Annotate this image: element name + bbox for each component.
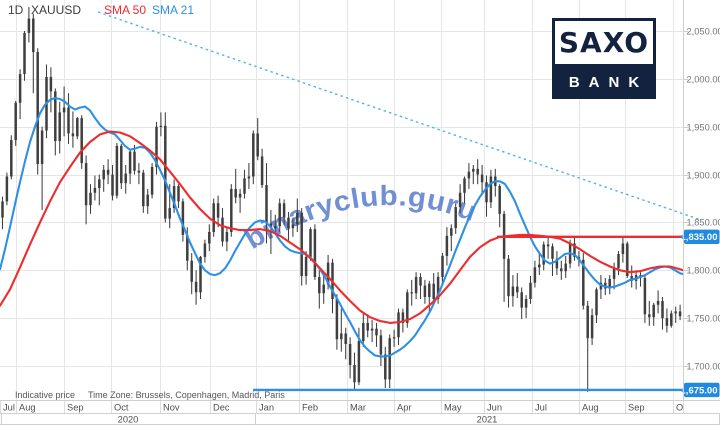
logo-bank-text: BANK [552,67,656,99]
month-tick-label: Jul [535,403,547,413]
price-tick-label: 1,950.00 [687,123,720,133]
price-axis: 2,050.00 2,000.00 1,950.00 1,900.00 1,850.00… [683,0,720,400]
month-tick-label: Mar [350,403,366,413]
horizontal-level-lines[interactable]: 1,835.00 1,675.00 [253,229,720,398]
price-level-badge [684,229,720,244]
month-tick-label: Nov [163,403,180,413]
price-tick-label: 1,800.00 [687,266,720,276]
month-tick-label: Aug [19,403,36,413]
month-tick-label: Aug [582,403,599,413]
price-tick-label: 1,900.00 [687,171,720,181]
descending-trendline[interactable] [97,11,702,221]
price-tick-label: 2,050.00 [687,27,720,37]
month-tick-label: Jan [259,403,274,413]
sma50-legend-label[interactable]: SMA 50 [104,3,147,17]
price-tick-label: 1,750.00 [687,314,720,324]
month-tick-label: Oct [114,403,129,413]
logo-saxo-text: SAXO [552,18,656,67]
symbol-label[interactable]: XAUUSD [31,3,82,17]
sma21-legend-label[interactable]: SMA 21 [152,3,195,17]
month-tick-label: Feb [302,403,318,413]
month-tick-label: May [444,403,462,413]
saxo-bank-logo: SAXO BANK [552,18,656,99]
month-tick-label: Sep [67,403,84,413]
time-axis: Jul Aug Sep Oct Nov Dec Jan Feb Mar Apr May Jun Jul A… [0,400,720,425]
price-level-badge-label: 1,835.00 [681,232,718,243]
price-level-badge-label: 1,675.00 [681,385,718,396]
indicative-price-note: Indicative price [15,390,76,400]
timezone-note: Time Zone: Brussels, Copenhagen, Madrid,… [88,390,285,400]
month-tick-label: Dec [213,403,230,413]
price-tick-label: 1,850.00 [687,218,720,228]
year-tick-label: 2021 [477,415,498,425]
price-tick-label: 2,000.00 [687,75,720,85]
grid-layer [0,0,689,400]
month-tick-label: Sep [628,403,645,413]
price-tick-label: 1,700.00 [687,362,720,372]
timeframe-selector[interactable]: 1D [8,3,24,17]
month-tick-label: Jun [487,403,502,413]
month-tick-label: Apr [397,403,411,413]
sma50-line [0,130,685,324]
year-tick-label: 2020 [118,415,139,425]
month-tick-label: Jul [3,403,15,413]
sma21-line [0,96,685,358]
candles-layer [1,7,682,392]
price-level-badge [684,382,720,398]
